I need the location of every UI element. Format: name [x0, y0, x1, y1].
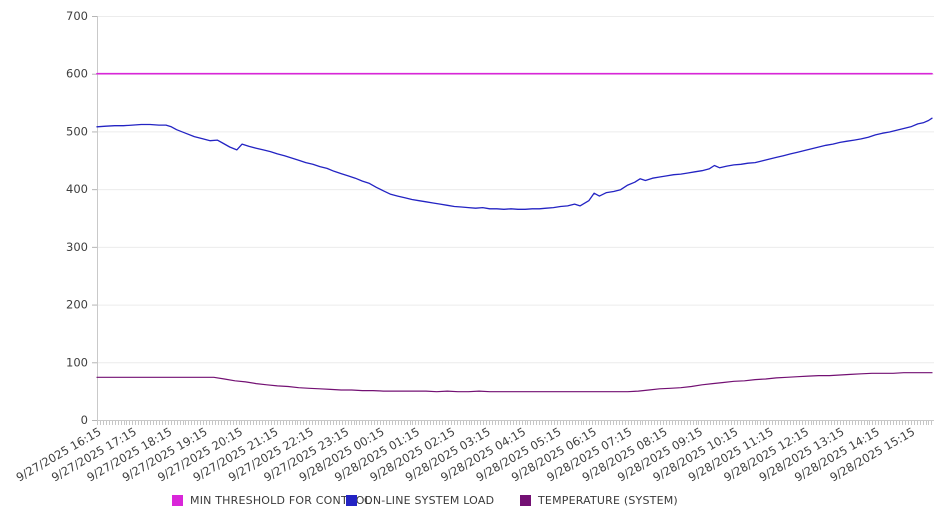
y-tick-label: 400 [66, 182, 88, 196]
y-gridlines [97, 16, 934, 364]
legend-swatch-icon [346, 495, 357, 506]
x-tick-labels: 9/27/2025 16:159/27/2025 17:159/27/2025 … [14, 424, 918, 484]
y-tick-label: 0 [81, 413, 88, 427]
legend-label: TEMPERATURE (SYSTEM) [538, 494, 678, 507]
legend-item-on-line-system-load[interactable]: ON-LINE SYSTEM LOAD [346, 494, 520, 507]
y-tick-label: 200 [66, 298, 88, 312]
y-tick-label: 100 [66, 355, 88, 369]
y-tick-label: 700 [66, 9, 88, 23]
y-tick-label: 500 [66, 124, 88, 138]
legend-swatch-icon [172, 495, 183, 506]
legend-label: MIN THRESHOLD FOR CONTROL [190, 494, 371, 507]
legend-item-min-threshold-for-control[interactable]: MIN THRESHOLD FOR CONTROL [172, 494, 371, 507]
x-minor-ticks [97, 421, 932, 425]
y-tick-label: 300 [66, 240, 88, 254]
legend-swatch-icon [520, 495, 531, 506]
series-line-temperature-system [96, 372, 933, 393]
legend-item-temperature-system[interactable]: TEMPERATURE (SYSTEM) [520, 494, 678, 507]
series-line-on-line-system-load [96, 117, 933, 210]
axes [97, 16, 934, 421]
legend-label: ON-LINE SYSTEM LOAD [364, 494, 495, 507]
chart-legend: MIN THRESHOLD FOR CONTROL ON-LINE SYSTEM … [172, 494, 678, 507]
y-axis-ticks: 0 100 200 300 400 500 600 700 [66, 9, 97, 427]
y-tick-label: 600 [66, 67, 88, 81]
